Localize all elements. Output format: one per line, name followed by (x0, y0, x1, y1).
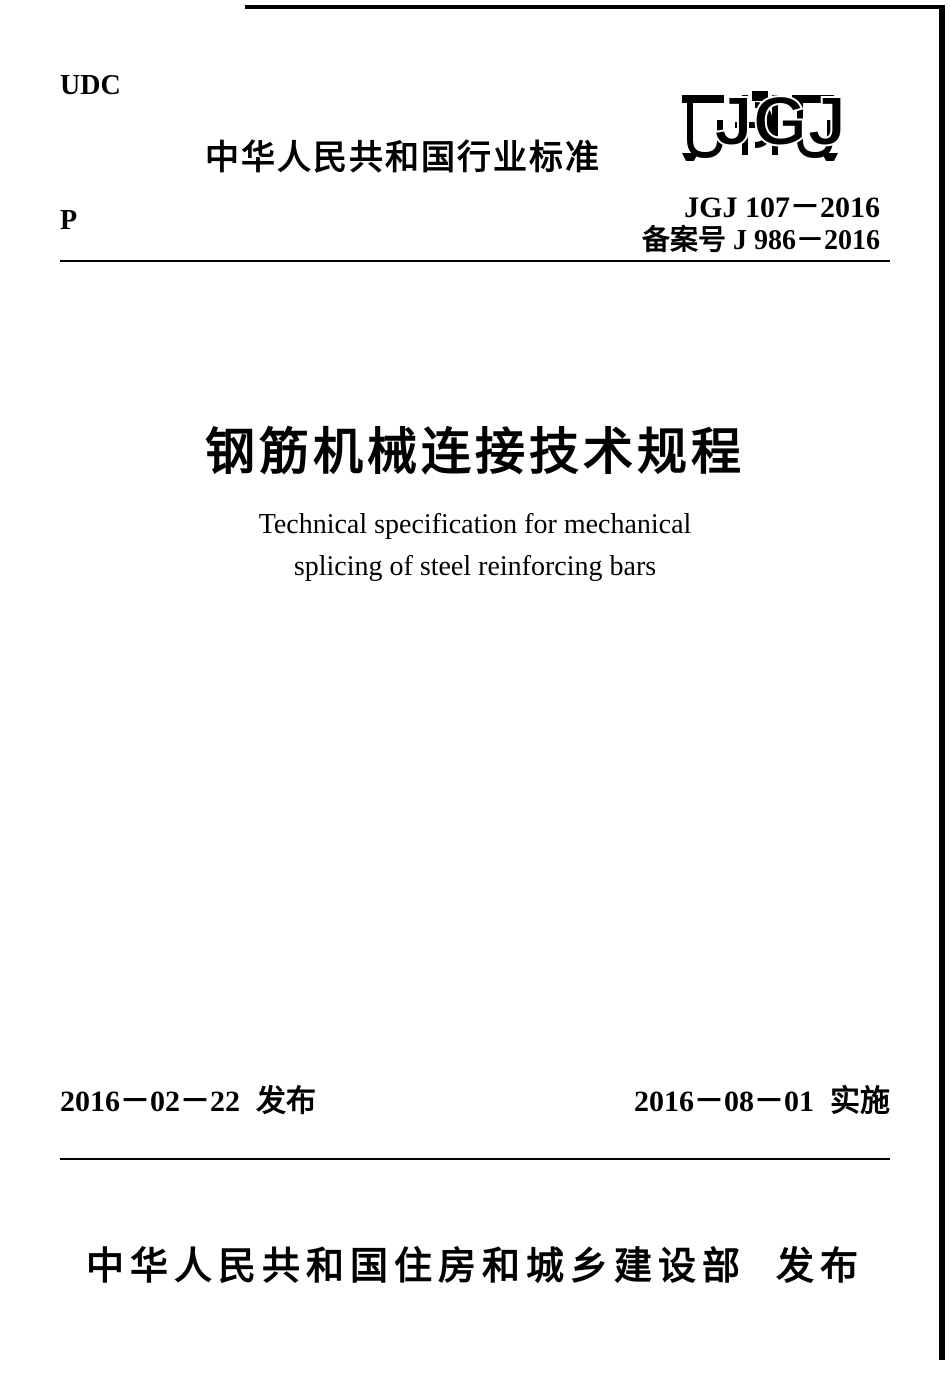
publisher-section: 中华人民共和国住房和城乡建设部发布 (60, 1235, 890, 1290)
effective-date-block: 2016－08－01 实施 (634, 1076, 890, 1120)
standard-category-text: 中华人民共和国行业标准 (205, 130, 601, 179)
jgj-logo: JGJ (680, 85, 880, 170)
effective-date: 2016－08－01 (634, 1085, 814, 1118)
top-border (245, 5, 945, 9)
footer-divider (60, 1158, 890, 1160)
effective-label: 实施 (830, 1085, 890, 1118)
header-divider (60, 260, 890, 262)
date-section: 2016－02－22 发布 2016－08－01 实施 (60, 1076, 890, 1120)
title-english-line1: Technical specification for mechanical (60, 504, 890, 546)
publisher-action: 发布 (776, 1246, 864, 1288)
issue-date-block: 2016－02－22 发布 (60, 1076, 316, 1120)
title-chinese: 钢筋机械连接技术规程 (60, 412, 890, 484)
right-border (939, 5, 945, 1360)
title-section: 钢筋机械连接技术规程 Technical specification for m… (60, 412, 890, 588)
record-number: 备案号 J 986－2016 (642, 218, 880, 258)
udc-label: UDC (60, 70, 121, 102)
header-section: UDC P 中华人民共和国行业标准 JGJ JGJ 107－2016 备案号 J… (60, 40, 890, 260)
issue-label: 发布 (256, 1085, 316, 1118)
record-code: J 986－2016 (726, 225, 880, 256)
p-classification-label: P (60, 205, 77, 237)
title-english: Technical specification for mechanical s… (60, 504, 890, 588)
svg-text:JGJ: JGJ (714, 85, 846, 160)
publisher-org: 中华人民共和国住房和城乡建设部 (86, 1246, 746, 1288)
issue-date: 2016－02－22 (60, 1085, 240, 1118)
record-prefix: 备案号 (642, 224, 726, 255)
title-english-line2: splicing of steel reinforcing bars (60, 546, 890, 588)
